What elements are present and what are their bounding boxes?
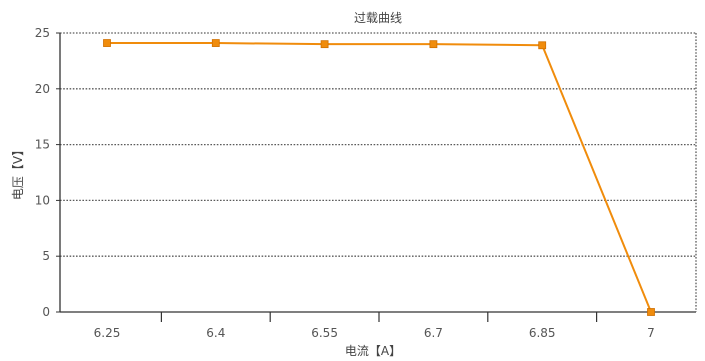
x-tick-label: 6.25 <box>94 326 121 340</box>
x-axis-title: 电流【A】 <box>345 344 401 358</box>
x-tick-label: 6.85 <box>529 326 556 340</box>
y-tick-label: 5 <box>42 249 50 263</box>
y-tick-label: 25 <box>35 26 50 40</box>
data-point <box>538 41 547 50</box>
x-tick-label: 6.4 <box>206 326 225 340</box>
x-tick-label: 6.7 <box>424 326 443 340</box>
axes <box>56 32 696 322</box>
data-point <box>429 40 438 49</box>
y-tick-label: 15 <box>35 138 50 152</box>
gridlines <box>60 32 697 312</box>
y-tick-label: 20 <box>35 82 50 96</box>
data-point <box>211 39 220 47</box>
x-tick-label: 7 <box>647 326 655 340</box>
y-tick-label: 0 <box>42 305 50 319</box>
y-tick-labels: 0 5 10 15 20 25 <box>35 26 50 319</box>
series-voltage <box>103 39 655 316</box>
y-axis-title: 电压【V】 <box>11 144 25 200</box>
chart-title: 过载曲线 <box>354 11 402 25</box>
data-point <box>103 39 111 47</box>
x-tick-label: 6.55 <box>311 326 338 340</box>
series-line <box>107 42 652 313</box>
y-tick-label: 10 <box>35 193 50 207</box>
x-tick-labels: 6.25 6.4 6.55 6.7 6.85 7 <box>94 326 655 340</box>
data-point <box>647 308 655 316</box>
data-point <box>320 40 329 49</box>
